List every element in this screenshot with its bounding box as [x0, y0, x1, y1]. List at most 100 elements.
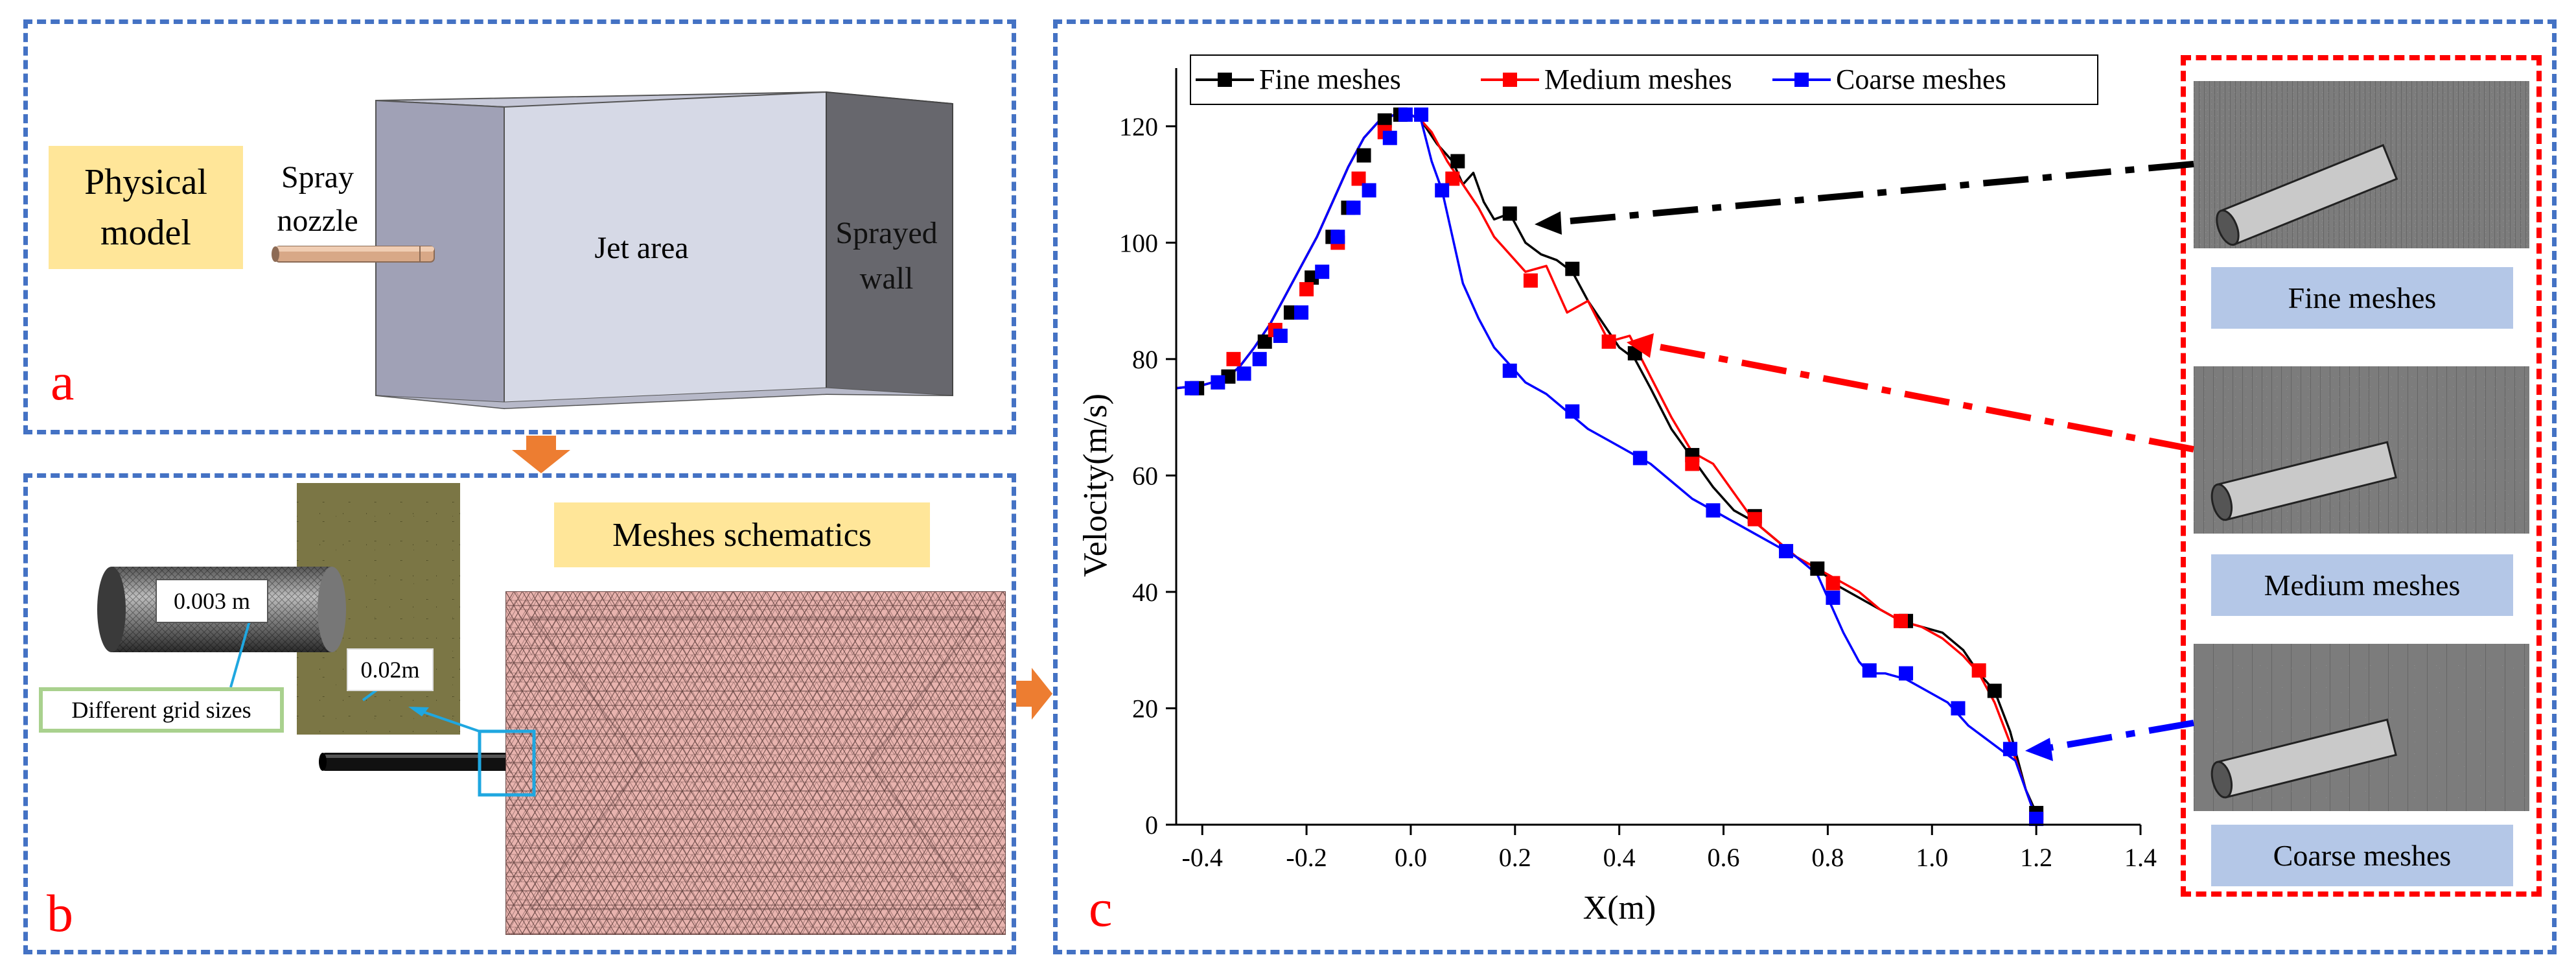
physical-model-illustration: [272, 91, 953, 410]
x-tick-label: -0.2: [1286, 843, 1327, 872]
panel-a-letter: a: [51, 352, 75, 411]
domain-mesh-panel: [505, 591, 1006, 935]
x-tick-label: 0.4: [1603, 843, 1636, 872]
marker-medium-meshes: [1685, 456, 1700, 471]
detail-callouts: [229, 620, 536, 797]
right-arrow-icon: [1016, 668, 1052, 720]
different-grid-sizes-label: Different grid sizes: [39, 687, 284, 733]
marker-coarse-meshes: [1346, 200, 1361, 215]
jet-box-bottom-edge: [375, 387, 953, 409]
x-tick-label: 0.2: [1499, 843, 1531, 872]
marker-coarse-meshes: [1382, 130, 1397, 145]
medium-pointer-line: [1652, 342, 2194, 453]
coarse-mesh-caption: Coarse meshes: [2211, 825, 2513, 886]
coarse-pointer-line: [2050, 720, 2194, 751]
velocity-chart: -0.4 -0.2 0.0 0.2 0.4 0.6 0.8 1.0 1.2 1.4 0 20 40 60 8…: [1077, 54, 2157, 926]
marker-medium-meshes: [1826, 576, 1840, 591]
legend-label: Fine meshes: [1259, 64, 1401, 95]
x-tick-label: 1.4: [2124, 843, 2157, 872]
marker-coarse-meshes: [1315, 265, 1330, 279]
mesh-thumbnails-frame: [2181, 55, 2542, 897]
marker-medium-meshes: [1971, 663, 1986, 678]
marker-coarse-meshes: [1779, 544, 1794, 559]
marker-fine-meshes: [1257, 334, 1272, 349]
marker-fine-meshes: [1987, 683, 2002, 698]
panel-a-frame: [23, 19, 1016, 434]
marker-medium-meshes: [1747, 512, 1762, 526]
x-axis-label: X(m): [1583, 890, 1656, 926]
y-tick-label: 100: [1119, 228, 1158, 257]
jet-area-label: Jet area: [594, 231, 689, 265]
legend-marker: [1503, 73, 1517, 87]
panel-b-frame: [23, 473, 1016, 954]
marker-medium-meshes: [1523, 273, 1538, 288]
marker-coarse-meshes: [1435, 183, 1450, 198]
fine-pointer-line: [1555, 161, 2194, 226]
marker-coarse-meshes: [1185, 381, 1200, 395]
y-tick-label: 0: [1145, 810, 1158, 840]
marker-coarse-meshes: [2002, 742, 2017, 757]
y-tick-label: 60: [1132, 461, 1158, 490]
y-tick-label: 20: [1132, 694, 1158, 723]
marker-medium-meshes: [1445, 171, 1460, 186]
marker-medium-meshes: [1226, 351, 1241, 366]
series-line-coarse-meshes: [1176, 113, 2037, 820]
medium-mesh-caption: Medium meshes: [2211, 554, 2513, 616]
nozzle-pipe: [319, 753, 529, 771]
marker-coarse-meshes: [1502, 363, 1517, 378]
coarse-mesh-thumbnail: [2194, 644, 2529, 811]
legend-marker: [1218, 73, 1232, 87]
marker-coarse-meshes: [1414, 107, 1429, 122]
y-tick-label: 40: [1132, 578, 1158, 607]
marker-medium-meshes: [1601, 334, 1616, 349]
marker-coarse-meshes: [1398, 107, 1413, 122]
marker-coarse-meshes: [2029, 812, 2044, 827]
x-tick-label: 1.0: [1916, 843, 1948, 872]
marker-fine-meshes: [1565, 261, 1580, 276]
marker-fine-meshes: [1356, 148, 1371, 163]
marker-fine-meshes: [1450, 154, 1465, 169]
legend-box: [1190, 54, 2098, 105]
marker-medium-meshes: [1299, 282, 1314, 297]
focus-box: [478, 729, 536, 797]
x-tick-label: 0.8: [1811, 843, 1844, 872]
meshes-schematics-title: Meshes schematics: [554, 502, 930, 567]
x-tick-label: -0.4: [1182, 843, 1223, 872]
marker-coarse-meshes: [1330, 230, 1345, 244]
marker-coarse-meshes: [1362, 183, 1376, 198]
grid-size-label-002: 0.02m: [347, 648, 434, 691]
panel-b-letter: b: [47, 884, 73, 943]
physical-model-label: Physical model: [49, 146, 243, 269]
y-tick-label: 80: [1132, 345, 1158, 374]
down-arrow-icon: [512, 436, 570, 473]
coarse-pointer-head: [2025, 738, 2053, 761]
x-tick-label: 1.2: [2020, 843, 2052, 872]
marker-coarse-meshes: [1252, 351, 1267, 366]
marker-coarse-meshes: [1236, 366, 1251, 381]
y-tick-label: 120: [1119, 112, 1158, 141]
marker-medium-meshes: [1351, 171, 1366, 186]
marker-coarse-meshes: [1862, 663, 1877, 678]
fine-pointer-head: [1535, 211, 1562, 235]
legend-label: Medium meshes: [1544, 64, 1732, 95]
marker-coarse-meshes: [1706, 503, 1721, 518]
legend-marker: [1794, 73, 1809, 87]
marker-coarse-meshes: [1951, 701, 1966, 716]
spray-nozzle-label: Spray nozzle: [277, 160, 358, 239]
marker-fine-meshes: [1377, 113, 1392, 128]
grid-size-label-0003: 0.003 m: [156, 579, 268, 623]
x-tick-label: 0.6: [1708, 843, 1740, 872]
marker-medium-meshes: [1894, 613, 1909, 628]
marker-coarse-meshes: [1826, 590, 1840, 605]
panel-c-letter: c: [1089, 879, 1113, 938]
medium-mesh-thumbnail: [2194, 366, 2529, 534]
medium-pointer-head: [1627, 333, 1654, 358]
marker-coarse-meshes: [1273, 328, 1288, 343]
y-axis-label: Velocity(m/s): [1077, 394, 1114, 577]
marker-coarse-meshes: [1632, 451, 1647, 466]
panel-c-frame: [1053, 19, 2557, 954]
marker-coarse-meshes: [1211, 375, 1225, 390]
marker-fine-meshes: [1502, 206, 1517, 221]
marker-coarse-meshes: [1294, 305, 1309, 320]
